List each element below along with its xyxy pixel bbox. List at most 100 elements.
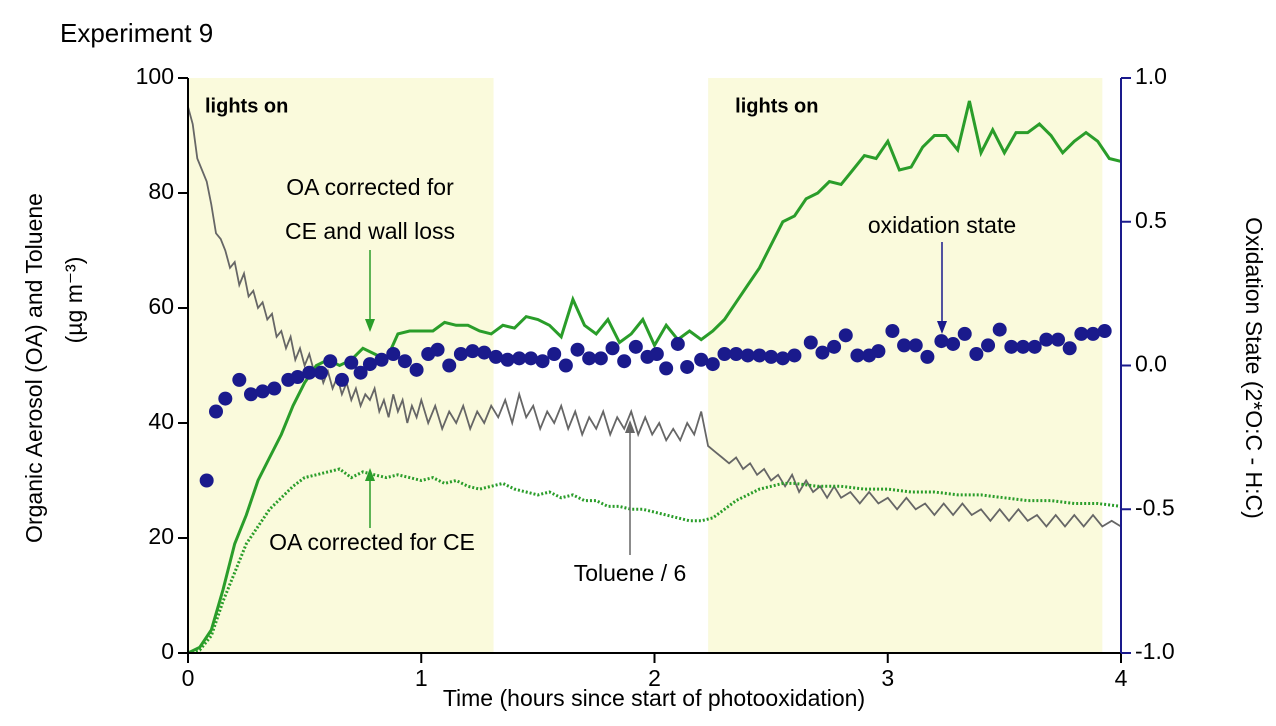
series-line: [188, 467, 1121, 653]
oxidation-state-point: [593, 351, 608, 366]
oxidation-state-point: [981, 338, 996, 353]
arrow-head: [365, 319, 375, 332]
oxidation-state-point: [442, 358, 457, 373]
oxidation-state-point: [871, 344, 886, 359]
y2-tick-label: 1.0: [1135, 63, 1167, 89]
oxidation-state-point: [628, 339, 643, 354]
oxidation-state-point: [344, 355, 359, 370]
oxidation-state-point: [946, 336, 961, 351]
oxidation-state-point: [218, 391, 233, 406]
annotation-text: oxidation state: [868, 212, 1016, 238]
oxidation-state-point: [535, 354, 550, 369]
oxidation-state-point: [694, 352, 709, 367]
oxidation-state-point: [815, 345, 830, 360]
oxidation-state-point: [243, 387, 258, 402]
oxidation-state-point: [885, 324, 900, 338]
y2-tick-label: 0.0: [1135, 351, 1167, 377]
oxidation-state-point: [827, 339, 842, 354]
oxidation-state-point: [957, 326, 972, 341]
oxidation-state-point: [908, 338, 923, 353]
oxidation-state-point: [1027, 339, 1042, 354]
oxidation-state-point: [992, 322, 1007, 337]
y-tick-label: 60: [148, 293, 174, 319]
oxidation-state-point: [512, 351, 527, 366]
oxidation-state-point: [1051, 332, 1066, 347]
oxidation-state-point: [649, 347, 664, 361]
oxidation-state-point: [488, 349, 503, 364]
oxidation-state-point: [670, 336, 685, 351]
oxidation-state-point: [920, 349, 935, 364]
y-tick-label: 20: [148, 523, 174, 549]
y-tick-label: 100: [136, 63, 174, 89]
annotation-text: OA corrected for: [286, 174, 454, 200]
oxidation-state-point: [787, 348, 802, 363]
y2-tick-label: -0.5: [1135, 494, 1175, 520]
region-label: lights on: [735, 95, 818, 117]
oxidation-state-point: [740, 348, 755, 363]
oxidation-state-point: [334, 372, 349, 387]
y-axis-label: Organic Aerosol (OA) and Toluene: [21, 193, 47, 543]
oxidation-state-point: [1039, 332, 1054, 347]
series-line: [188, 106, 1121, 528]
x-axis-label: Time (hours since start of photooxidatio…: [443, 685, 865, 711]
oxidation-state-point: [353, 365, 368, 380]
oxidation-state-point: [290, 370, 305, 384]
y-tick-label: 80: [148, 178, 174, 204]
oxidation-state-point: [1097, 324, 1112, 338]
annotation-text: Toluene / 6: [574, 560, 687, 586]
oxidation-state-point: [302, 365, 317, 380]
x-tick-label: 4: [1115, 665, 1128, 691]
oxidation-state-point: [570, 342, 585, 357]
oxidation-state-point: [453, 347, 468, 361]
oxidation-state-point: [1016, 339, 1031, 354]
oxidation-state-point: [705, 357, 720, 372]
oxidation-state-point: [838, 328, 853, 343]
oxidation-state-point: [199, 473, 214, 488]
oxidation-state-point: [582, 351, 597, 366]
oxidation-state-point: [547, 347, 562, 361]
oxidation-state-point: [430, 342, 445, 357]
y2-tick-label: 0.5: [1135, 207, 1167, 233]
oxidation-state-point: [680, 359, 695, 374]
oxidation-state-point: [465, 344, 480, 359]
oxidation-state-point: [386, 347, 401, 361]
oxidation-state-point: [617, 354, 632, 369]
oxidation-state-point: [729, 347, 744, 361]
oxidation-state-point: [397, 354, 412, 369]
y-axis-unit: (µg m⁻³): [61, 257, 87, 344]
y2-axis-label: Oxidation State (2*O:C - H:C): [1241, 217, 1267, 519]
lights-on-region: [708, 78, 1103, 653]
oxidation-state-point: [409, 362, 424, 377]
annotation-text: OA corrected for CE: [269, 529, 475, 555]
oxidation-state-point: [362, 357, 377, 372]
oxidation-state-point: [1086, 326, 1101, 341]
oxidation-state-point: [477, 345, 492, 360]
oxidation-state-point: [500, 352, 515, 367]
oxidation-state-point: [267, 381, 282, 396]
chart-title: Experiment 9: [60, 18, 213, 48]
oxidation-state-point: [850, 348, 865, 363]
oxidation-state-point: [717, 347, 732, 361]
oxidation-state-point: [523, 351, 538, 366]
oxidation-state-point: [208, 404, 223, 419]
oxidation-state-point: [1074, 326, 1089, 341]
oxidation-state-point: [775, 351, 790, 366]
x-tick-label: 3: [881, 665, 894, 691]
oxidation-state-point: [323, 354, 338, 369]
oxidation-state-point: [605, 341, 620, 356]
oxidation-state-point: [897, 338, 912, 353]
oxidation-state-point: [764, 349, 779, 364]
y-tick-label: 40: [148, 408, 174, 434]
oxidation-state-point: [255, 384, 270, 399]
oxidation-state-point: [1062, 341, 1077, 356]
arrow-head: [365, 468, 375, 481]
oxidation-state-point: [558, 358, 573, 373]
oxidation-state-point: [659, 361, 674, 376]
x-tick-label: 1: [415, 665, 428, 691]
series-line: [188, 100, 1121, 653]
arrow-head: [625, 420, 635, 433]
x-tick-label: 2: [648, 665, 661, 691]
x-tick-label: 0: [182, 665, 195, 691]
oxidation-state-point: [803, 335, 818, 350]
